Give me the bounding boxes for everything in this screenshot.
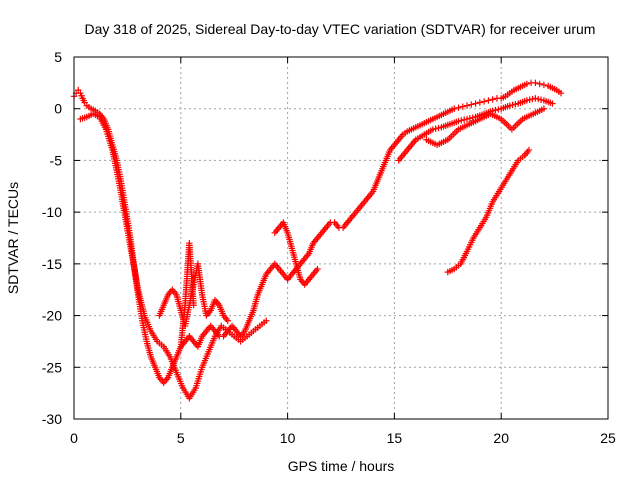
data-point xyxy=(529,95,536,103)
x-tick-label: 10 xyxy=(280,430,296,446)
data-point xyxy=(557,90,565,97)
data-series xyxy=(156,260,231,330)
data-point xyxy=(459,103,466,110)
x-axis-label: GPS time / hours xyxy=(288,458,395,474)
data-point xyxy=(480,98,488,105)
y-tick-label: -5 xyxy=(50,152,63,168)
data-point xyxy=(485,97,492,104)
data-point xyxy=(476,99,484,106)
data-point xyxy=(458,117,465,124)
data-point xyxy=(540,105,548,112)
data-point xyxy=(537,96,545,103)
data-series xyxy=(423,105,548,149)
data-point xyxy=(466,115,474,122)
data-point xyxy=(463,115,471,123)
data-point xyxy=(451,105,458,112)
y-tick-label: -15 xyxy=(42,256,62,272)
data-point xyxy=(525,146,533,154)
data-point xyxy=(460,116,468,123)
data-point xyxy=(532,79,539,87)
x-tick-label: 20 xyxy=(493,430,509,446)
x-tick-label: 0 xyxy=(70,430,78,446)
data-point xyxy=(468,101,475,108)
data-point xyxy=(455,117,462,125)
data-series xyxy=(77,110,270,402)
data-point xyxy=(495,106,502,113)
data-point xyxy=(492,106,499,114)
data-point xyxy=(455,104,462,111)
x-tick-label: 5 xyxy=(177,430,185,446)
y-tick-label: 0 xyxy=(54,101,62,117)
x-tick-label: 25 xyxy=(600,430,616,446)
data-point xyxy=(472,100,479,107)
data-point xyxy=(432,125,439,132)
y-tick-label: -10 xyxy=(42,204,62,220)
data-point xyxy=(224,317,231,324)
data-point xyxy=(463,102,471,109)
data-point xyxy=(549,100,556,107)
data-series xyxy=(395,95,556,164)
y-axis-label: SDTVAR / TECUs xyxy=(5,182,21,294)
data-point xyxy=(536,80,543,88)
data-point xyxy=(469,114,476,121)
data-series xyxy=(271,219,321,288)
data-point xyxy=(526,96,533,103)
data-point xyxy=(523,80,531,88)
data-series xyxy=(70,79,565,386)
data-series xyxy=(444,146,533,276)
x-tick-label: 15 xyxy=(387,430,403,446)
data-point xyxy=(429,126,437,133)
y-tick-label: -25 xyxy=(42,359,62,375)
data-point xyxy=(314,265,321,273)
data-point xyxy=(435,124,442,132)
data-point xyxy=(532,95,539,102)
chart-title: Day 318 of 2025, Sidereal Day-to-day VTE… xyxy=(85,21,596,37)
data-point xyxy=(509,101,516,109)
data-point xyxy=(506,102,513,109)
y-tick-label: -20 xyxy=(42,308,62,324)
data-point xyxy=(190,302,197,309)
data-point xyxy=(540,81,548,89)
data-point xyxy=(535,95,542,103)
y-tick-label: -30 xyxy=(42,411,62,427)
y-tick-label: 5 xyxy=(54,49,62,65)
tick-layer: 0 5 10 15 20 25 -30 -25 -20 -15 -10 -5 0 5 xyxy=(42,49,616,446)
data-point xyxy=(512,101,519,108)
data-series xyxy=(177,239,197,350)
plot-frame xyxy=(73,56,609,420)
data-point xyxy=(489,96,496,103)
data-layer xyxy=(70,79,565,402)
data-point xyxy=(523,97,531,104)
data-point xyxy=(263,317,270,324)
